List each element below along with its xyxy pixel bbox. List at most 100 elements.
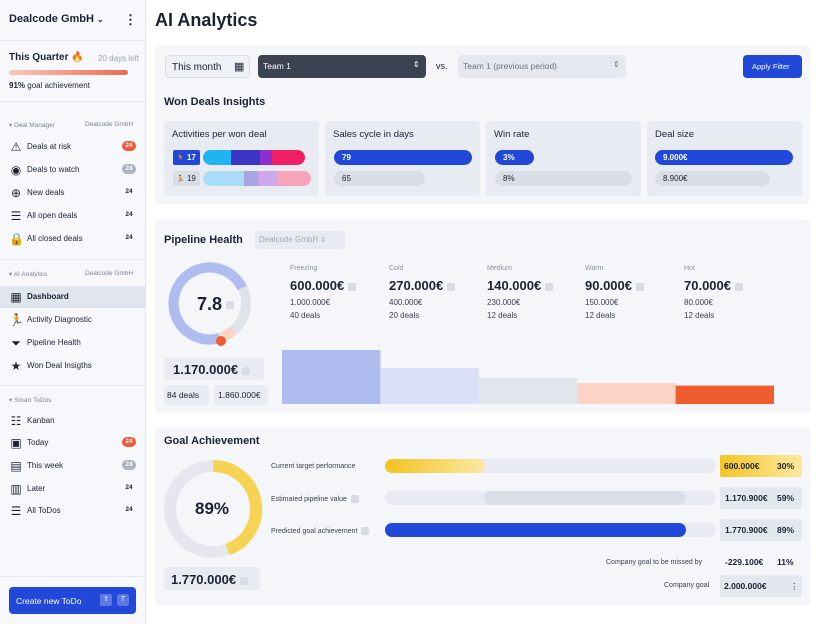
section-ai-analytics[interactable]: ▾ AI Analytics [9, 271, 48, 278]
kebab-menu-icon[interactable]: ⋮ [124, 12, 137, 27]
sidebar-item-icon: ▣ [10, 436, 22, 450]
days-left: 20 days left [98, 54, 139, 63]
goal-row-pct: 59% [777, 493, 795, 503]
gauge-arc-freezing [168, 262, 247, 345]
stage-deals: 12 deals [487, 311, 518, 320]
apply-filter-label: Apply Filter [752, 62, 790, 71]
activities-current-bar [203, 150, 305, 165]
stage-amount: 600.000€ [290, 278, 357, 293]
runner-icon: 🏃 [176, 155, 185, 162]
calendar-icon: ▦ [234, 61, 245, 73]
goal-row-value: 1.170.900€ [725, 493, 768, 503]
sidebar-item-all-open-deals[interactable]: ☰ All open deals 24 [0, 205, 146, 227]
stage-bar-warm [577, 383, 676, 404]
period-picker[interactable]: This month ▦ [165, 55, 250, 78]
select-arrows-icon: ⇕ [413, 60, 420, 69]
goal-row-label: Current target performance [271, 463, 356, 470]
team-select[interactable]: Team 1 ⇕ [258, 55, 426, 78]
period-value: This month [172, 62, 222, 73]
shift-key-icon: ⇧ [100, 594, 112, 606]
sidebar-item-label: Pipeline Health [27, 338, 81, 347]
info-icon [226, 301, 235, 310]
goal-row-label: Company goal [664, 582, 710, 589]
gauge-arc-warm [220, 326, 237, 342]
sidebar-item-later[interactable]: ▥ Later 24 [0, 478, 146, 500]
section-deal-manager-org: Dealcode GmbH [85, 121, 134, 128]
pipeline-score-value: 7.8 [197, 294, 223, 314]
stage-weighted: 150.000€ [585, 298, 619, 307]
stage-weighted: 400.000€ [389, 298, 423, 307]
sidebar-item-new-deals[interactable]: ⊕ New deals 24 [0, 182, 146, 204]
divider [0, 385, 146, 386]
stage-amount: 90.000€ [585, 278, 644, 293]
activities-current: 🏃 17 [173, 150, 200, 165]
sidebar-item-icon: ☰ [10, 209, 22, 223]
sales-cycle-previous: 65 [334, 171, 425, 186]
apply-filter-button[interactable]: Apply Filter [743, 55, 802, 78]
pipeline-stage-chart [282, 350, 774, 404]
stage-weighted: 230.000€ [487, 298, 521, 307]
stage-deals: 12 deals [684, 311, 715, 320]
goal-title: Goal Achievement [164, 435, 260, 447]
sidebar-item-icon: ▦ [10, 290, 22, 304]
sidebar-item-dashboard[interactable]: ▦ Dashboard [0, 286, 146, 308]
stage-label: Warm [585, 265, 604, 272]
goal-panel [155, 427, 810, 606]
sidebar-item-today[interactable]: ▣ Today 24 [0, 432, 146, 454]
goal-row-label: Company goal to be missed by [606, 559, 703, 566]
sidebar-item-label: Kanban [27, 416, 55, 425]
pipeline-weighted-box [214, 385, 268, 405]
info-icon [240, 576, 249, 585]
sidebar-item-label: This week [27, 461, 64, 470]
stage-bar-freezing [282, 350, 381, 404]
activities-current-value: 17 [186, 153, 196, 162]
sidebar-item-icon: 🔒 [9, 232, 24, 246]
stage-bar-cold [380, 367, 479, 404]
goal-row-fill [484, 491, 686, 505]
stage-label: Cold [389, 265, 404, 272]
count-badge: 24 [122, 437, 136, 447]
sidebar-item-all-todos[interactable]: ☰ All ToDos 24 [0, 500, 146, 522]
create-todo-button[interactable]: Create new ToDo ⇧ T [9, 587, 136, 614]
flame-icon: 🔥 [71, 52, 84, 63]
sidebar-item-label: All closed deals [27, 234, 83, 243]
sidebar-item-label: Deals at risk [27, 142, 72, 151]
won-deals-title: Won Deals Insights [164, 96, 266, 108]
activities-previous: 🏃 19 [173, 171, 200, 186]
sidebar-item-icon: ⊕ [10, 186, 22, 200]
section-deal-manager[interactable]: ▾ Deal Manager [9, 122, 55, 129]
quarter-title-text: This Quarter [9, 52, 69, 63]
sidebar-item-pipeline-health[interactable]: ⏷ Pipeline Health [0, 332, 146, 354]
sidebar-item-icon: ★ [10, 359, 22, 373]
goal-row-pct: 11% [777, 557, 794, 567]
goal-row-value-box: 600.000€ 30% [720, 455, 802, 477]
compare-select[interactable]: Team 1 (previous period) ⇕ [458, 55, 626, 78]
win-rate-previous: 8% [495, 171, 632, 186]
sidebar-item-won-deal-insigths[interactable]: ★ Won Deal Insigths [0, 355, 146, 377]
sales-cycle-current: 79 [334, 150, 472, 165]
sidebar-item-this-week[interactable]: ▤ This week 24 [0, 455, 146, 477]
stage-amount-value: 140.000€ [487, 278, 542, 293]
sidebar-item-deals-at-risk[interactable]: ⚠ Deals at risk 24 [0, 136, 146, 158]
goal-row-value: 600.000€ [724, 461, 760, 471]
section-smart-todos[interactable]: ▾ Smart ToDos [9, 397, 52, 404]
sidebar-item-icon: ▥ [10, 482, 22, 496]
count-badge: 24 [122, 141, 136, 151]
sidebar-item-deals-to-watch[interactable]: ◉ Deals to watch 24 [0, 159, 146, 181]
count-badge: 24 [122, 460, 136, 470]
kebab-menu-icon[interactable]: ⋮ [790, 581, 799, 591]
pipeline-org-select[interactable]: Dealcode GmbH ⇕ [255, 231, 345, 249]
sidebar-item-activity-diagnostic[interactable]: 🏃 Activity Diagnostic [0, 309, 146, 331]
pipeline-total-box [164, 358, 264, 380]
compare-value: Team 1 (previous period) [463, 61, 558, 71]
goal-row-label-text: Estimated pipeline value [271, 495, 347, 503]
org-switcher[interactable]: Dealcode GmbH ⌄ [9, 13, 104, 25]
sidebar-item-all-closed-deals[interactable]: 🔒 All closed deals 24 [0, 228, 146, 250]
goal-percent: 89% [195, 499, 230, 518]
goal-achievement: 91% goal achievement [9, 81, 90, 90]
goal-total-value: 1.770.000€ [171, 572, 237, 587]
goal-row-value: 1.770.900€ [725, 525, 768, 535]
pipeline-total-value: 1.170.000€ [173, 362, 239, 377]
info-icon [348, 282, 357, 291]
sidebar-item-kanban[interactable]: ☷ Kanban [0, 410, 146, 432]
